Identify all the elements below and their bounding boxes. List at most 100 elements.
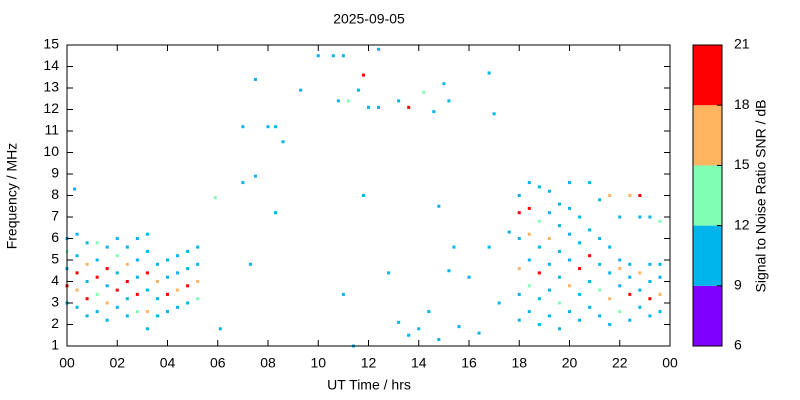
data-point bbox=[407, 105, 411, 109]
y-tick-label: 1 bbox=[51, 337, 59, 353]
data-point bbox=[253, 174, 257, 178]
data-point bbox=[176, 254, 180, 258]
x-tick-label: 14 bbox=[411, 355, 427, 371]
colorbar-band bbox=[693, 105, 722, 166]
data-point bbox=[452, 245, 456, 249]
data-point bbox=[166, 275, 169, 279]
data-point bbox=[115, 288, 119, 292]
data-point bbox=[361, 194, 365, 197]
data-point bbox=[527, 232, 531, 236]
data-point bbox=[568, 310, 571, 314]
data-point bbox=[115, 305, 119, 309]
data-point bbox=[75, 288, 79, 292]
data-point bbox=[155, 262, 159, 266]
data-point bbox=[648, 280, 652, 283]
data-point bbox=[618, 215, 622, 219]
data-point bbox=[218, 327, 222, 331]
data-point bbox=[248, 262, 252, 266]
data-point bbox=[377, 105, 381, 109]
data-point bbox=[115, 271, 119, 275]
data-point bbox=[105, 267, 109, 271]
y-tick-label: 3 bbox=[51, 294, 59, 310]
x-tick-label: 00 bbox=[662, 355, 678, 371]
data-point bbox=[628, 318, 632, 322]
data-point bbox=[316, 54, 320, 58]
data-point bbox=[568, 206, 571, 210]
data-point bbox=[356, 88, 360, 92]
data-point bbox=[658, 310, 662, 314]
data-point bbox=[547, 288, 551, 292]
data-point bbox=[105, 284, 109, 288]
x-tick-label: 12 bbox=[361, 355, 377, 371]
data-point bbox=[95, 241, 99, 245]
y-tick-label: 9 bbox=[51, 165, 59, 181]
data-point bbox=[578, 292, 582, 296]
data-point bbox=[397, 99, 401, 103]
data-point bbox=[135, 292, 139, 296]
plot-frame bbox=[66, 44, 671, 347]
data-point bbox=[598, 237, 602, 240]
x-tick-label: 04 bbox=[160, 355, 176, 371]
data-point bbox=[155, 280, 159, 283]
data-point bbox=[608, 271, 612, 275]
x-tick-label: 06 bbox=[210, 355, 226, 371]
data-point bbox=[95, 310, 99, 314]
y-tick-label: 7 bbox=[51, 208, 59, 224]
data-point bbox=[608, 323, 612, 326]
data-point bbox=[537, 323, 541, 326]
data-point bbox=[487, 71, 491, 75]
y-tick-label: 15 bbox=[43, 36, 59, 52]
data-point bbox=[598, 288, 602, 292]
data-point bbox=[266, 125, 270, 129]
colorbar-tick-label: 18 bbox=[734, 96, 750, 112]
data-point bbox=[135, 310, 139, 314]
data-point bbox=[341, 292, 345, 296]
data-point bbox=[437, 338, 441, 342]
chart-title: 2025-09-05 bbox=[333, 11, 405, 27]
data-point bbox=[527, 284, 531, 288]
colorbar-tick-label: 6 bbox=[734, 337, 742, 353]
data-point bbox=[638, 194, 642, 197]
data-point bbox=[125, 262, 129, 266]
data-point bbox=[648, 297, 652, 301]
colorbar-tick-label: 15 bbox=[734, 156, 750, 172]
data-point bbox=[658, 275, 662, 279]
data-point bbox=[166, 258, 169, 262]
data-point bbox=[618, 284, 622, 288]
data-point bbox=[105, 245, 109, 249]
data-point bbox=[336, 99, 340, 103]
y-tick-label: 14 bbox=[43, 57, 59, 73]
data-point bbox=[213, 196, 217, 200]
data-point bbox=[648, 262, 652, 266]
x-axis-label: UT Time / hrs bbox=[327, 377, 411, 393]
data-point bbox=[547, 189, 551, 193]
data-point bbox=[557, 301, 561, 305]
data-point bbox=[537, 219, 541, 223]
data-point bbox=[407, 333, 411, 337]
data-point bbox=[457, 325, 461, 329]
data-point bbox=[638, 288, 642, 292]
data-point bbox=[281, 140, 285, 144]
data-point bbox=[145, 232, 149, 236]
data-point bbox=[487, 245, 491, 249]
data-point bbox=[568, 284, 571, 288]
data-point bbox=[186, 284, 190, 288]
data-point bbox=[377, 47, 381, 51]
data-point bbox=[497, 301, 501, 305]
x-tick-label: 00 bbox=[59, 355, 75, 371]
data-point bbox=[427, 310, 431, 314]
y-tick-label: 6 bbox=[51, 229, 59, 245]
data-point bbox=[598, 198, 602, 202]
data-point bbox=[115, 254, 119, 258]
y-tick-label: 10 bbox=[43, 143, 59, 159]
data-point bbox=[578, 267, 582, 271]
x-tick-label: 16 bbox=[461, 355, 477, 371]
data-point bbox=[241, 125, 245, 129]
data-point bbox=[618, 310, 622, 314]
data-point bbox=[95, 292, 99, 296]
data-point bbox=[628, 292, 632, 296]
data-point bbox=[85, 241, 89, 245]
data-point bbox=[547, 262, 551, 266]
data-point bbox=[618, 267, 622, 271]
